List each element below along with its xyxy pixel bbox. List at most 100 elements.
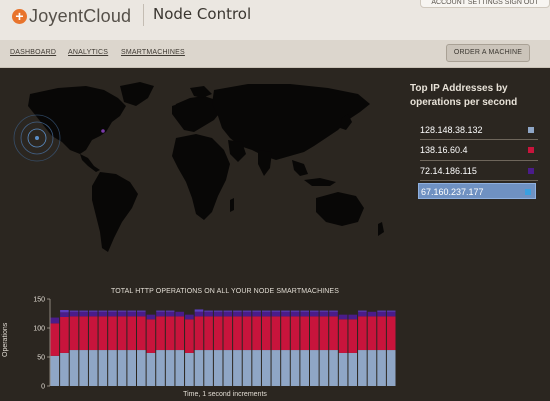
bar-segment[interactable] [377, 316, 386, 351]
bar-segment[interactable] [165, 311, 175, 317]
bar-segment[interactable] [194, 309, 204, 312]
bar-segment[interactable] [252, 316, 261, 351]
bar-segment[interactable] [213, 350, 223, 386]
bar-segment[interactable] [69, 310, 79, 312]
ip-list-item-selected[interactable]: 67.160.237.177 [418, 183, 536, 199]
bar-segment[interactable] [242, 311, 252, 317]
bar-segment[interactable] [60, 310, 69, 313]
bar-segment[interactable] [329, 311, 338, 317]
bar-segment[interactable] [300, 350, 309, 386]
bar-segment[interactable] [137, 311, 146, 317]
bar-segment[interactable] [79, 311, 88, 317]
bar-segment[interactable] [386, 350, 396, 386]
bar-segment[interactable] [213, 311, 223, 317]
bar-segment[interactable] [194, 311, 204, 317]
location-marker[interactable] [101, 129, 105, 133]
bar-segment[interactable] [290, 310, 300, 312]
bar-segment[interactable] [281, 350, 290, 386]
bar-segment[interactable] [319, 316, 329, 351]
bar-segment[interactable] [233, 310, 242, 312]
bar-segment[interactable] [290, 350, 300, 386]
bar-segment[interactable] [117, 311, 127, 317]
bar-segment[interactable] [175, 311, 185, 317]
bar-segment[interactable] [117, 350, 127, 386]
bar-segment[interactable] [98, 350, 108, 386]
bar-segment[interactable] [185, 352, 194, 386]
bar-segment[interactable] [127, 311, 136, 317]
bar-segment[interactable] [127, 316, 136, 351]
bar-segment[interactable] [271, 350, 281, 386]
bar-segment[interactable] [69, 311, 79, 317]
bar-segment[interactable] [156, 350, 165, 386]
bar-segment[interactable] [156, 310, 165, 312]
bar-segment[interactable] [79, 350, 88, 386]
bar-segment[interactable] [319, 350, 329, 386]
bar-segment[interactable] [213, 310, 223, 312]
bar-segment[interactable] [367, 311, 377, 317]
bar-segment[interactable] [261, 350, 271, 386]
bar-segment[interactable] [290, 311, 300, 317]
bar-segment[interactable] [137, 310, 146, 312]
bar-segment[interactable] [60, 352, 69, 386]
bar-segment[interactable] [271, 316, 281, 351]
bar-segment[interactable] [358, 311, 367, 317]
bar-segment[interactable] [50, 323, 60, 356]
bar-segment[interactable] [50, 355, 60, 386]
bar-segment[interactable] [348, 314, 358, 320]
bar-segment[interactable] [386, 311, 396, 317]
bar-segment[interactable] [69, 350, 79, 386]
bar-segment[interactable] [310, 316, 319, 351]
bar-segment[interactable] [338, 314, 348, 320]
bar-segment[interactable] [108, 310, 117, 312]
bar-segment[interactable] [50, 317, 60, 324]
bar-segment[interactable] [252, 311, 261, 317]
bar-segment[interactable] [175, 316, 185, 351]
bar-segment[interactable] [377, 311, 386, 317]
bar-segment[interactable] [98, 316, 108, 351]
bar-segment[interactable] [204, 310, 213, 312]
order-machine-button[interactable]: ORDER A MACHINE [446, 44, 530, 62]
bar-segment[interactable] [117, 310, 127, 312]
bar-segment[interactable] [156, 311, 165, 317]
bar-segment[interactable] [108, 316, 117, 351]
bar-segment[interactable] [88, 311, 98, 317]
bar-segment[interactable] [358, 350, 367, 386]
bar-segment[interactable] [223, 316, 233, 351]
bar-segment[interactable] [233, 350, 242, 386]
bar-segment[interactable] [194, 316, 204, 351]
bar-segment[interactable] [310, 310, 319, 312]
bar-segment[interactable] [156, 316, 165, 351]
bar-segment[interactable] [348, 352, 358, 386]
bar-segment[interactable] [223, 350, 233, 386]
bar-segment[interactable] [329, 350, 338, 386]
bar-segment[interactable] [242, 350, 252, 386]
bar-segment[interactable] [233, 316, 242, 351]
bar-segment[interactable] [367, 350, 377, 386]
nav-dashboard[interactable]: DASHBOARD [10, 49, 57, 56]
bar-segment[interactable] [310, 350, 319, 386]
bar-segment[interactable] [233, 311, 242, 317]
bar-segment[interactable] [204, 311, 213, 317]
ip-list-item[interactable]: 72.14.186.115 [420, 163, 538, 179]
bar-segment[interactable] [98, 311, 108, 317]
nav-analytics[interactable]: ANALYTICS [68, 49, 109, 56]
bar-segment[interactable] [146, 319, 156, 353]
joyent-logo[interactable]: + JoyentCloud [12, 6, 131, 26]
bar-segment[interactable] [79, 316, 88, 351]
bar-segment[interactable] [185, 319, 194, 353]
bar-segment[interactable] [338, 319, 348, 353]
bar-segment[interactable] [88, 310, 98, 312]
bar-segment[interactable] [117, 316, 127, 351]
bar-segment[interactable] [98, 310, 108, 312]
bar-segment[interactable] [377, 310, 386, 312]
bar-segment[interactable] [165, 350, 175, 386]
bar-segment[interactable] [300, 316, 309, 351]
bar-segment[interactable] [358, 310, 367, 312]
bar-segment[interactable] [223, 310, 233, 312]
bar-segment[interactable] [88, 350, 98, 386]
bar-segment[interactable] [60, 312, 69, 317]
nav-smartmachines[interactable]: SMARTMACHINES [121, 49, 185, 56]
bar-segment[interactable] [146, 352, 156, 386]
bar-segment[interactable] [281, 310, 290, 312]
bar-segment[interactable] [242, 310, 252, 312]
